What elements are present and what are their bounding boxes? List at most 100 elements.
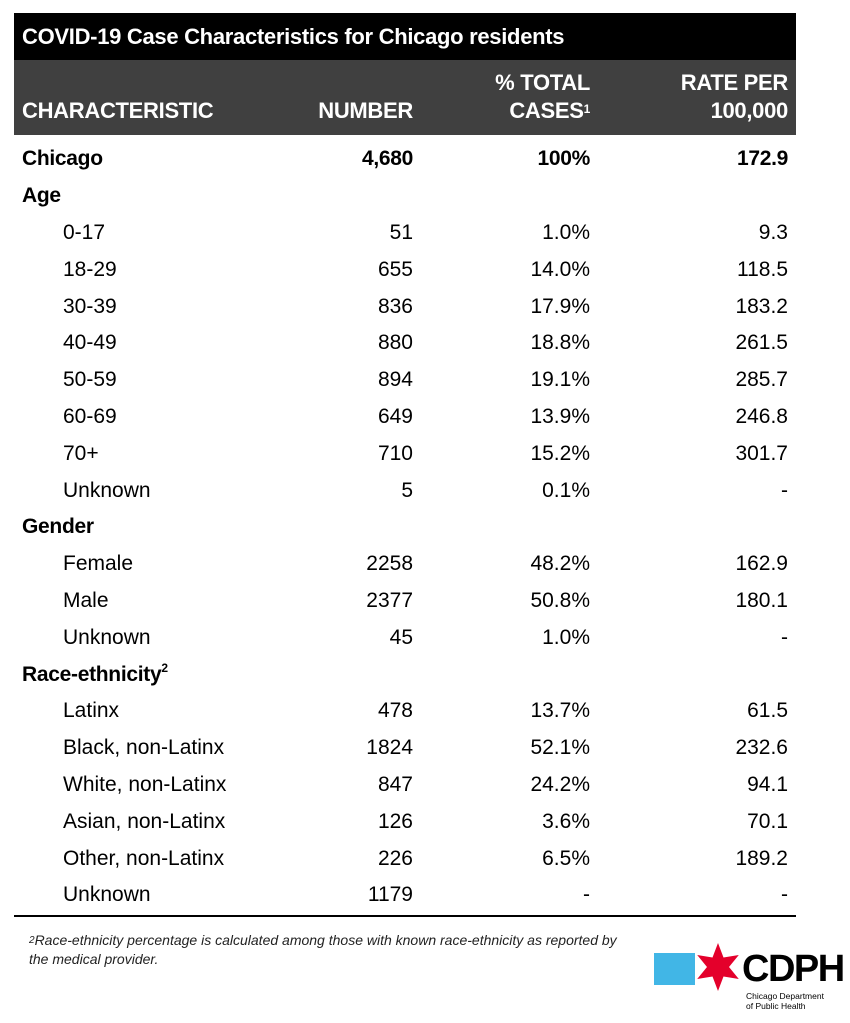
table-row: Black, non-Latinx 1824 52.1% 232.6 <box>14 730 796 767</box>
row-pct: 17.9% <box>530 294 590 318</box>
row-rate: 94.1 <box>747 772 788 796</box>
section-label: Race-ethnicity2 <box>22 660 168 687</box>
row-number: 126 <box>377 809 413 833</box>
logo-subtitle: Chicago Department of Public Health <box>746 991 846 1011</box>
row-label: Unknown <box>63 478 151 502</box>
row-rate: 70.1 <box>747 809 788 833</box>
row-pct: 1.0% <box>542 625 590 649</box>
row-pct: 24.2% <box>530 772 590 796</box>
row-rate: 172.9 <box>736 147 788 171</box>
row-rate: - <box>781 625 788 649</box>
header-number: NUMBER <box>318 98 413 123</box>
row-rate: 61.5 <box>747 699 788 723</box>
row-rate: 9.3 <box>758 220 788 244</box>
row-label: Asian, non-Latinx <box>63 809 226 833</box>
table-bottom-rule <box>14 915 796 917</box>
row-pct: 6.5% <box>542 846 590 870</box>
header-rate-line1: RATE PER <box>680 70 789 95</box>
row-label: 30-39 <box>63 294 117 318</box>
table-row-total: Chicago 4,680 100% 172.9 <box>14 141 796 178</box>
table-row: Asian, non-Latinx 126 3.6% 70.1 <box>14 803 796 840</box>
section-label: Age <box>22 184 61 208</box>
row-pct: 14.0% <box>530 257 590 281</box>
section-heading-age: Age <box>14 178 796 215</box>
race-footnote-mark: 2 <box>161 660 168 675</box>
table-row: Other, non-Latinx 226 6.5% 189.2 <box>14 840 796 877</box>
row-label: Unknown <box>63 883 151 907</box>
row-label: White, non-Latinx <box>63 772 227 796</box>
row-number: 2377 <box>366 588 413 612</box>
row-label: 50-59 <box>63 368 117 392</box>
row-label: Chicago <box>22 147 103 171</box>
table-row: 60-69 649 13.9% 246.8 <box>14 399 796 436</box>
header-rate-line2: 100,000 <box>710 98 789 123</box>
case-characteristics-table: COVID-19 Case Characteristics for Chicag… <box>14 13 796 914</box>
table-row: Female 2258 48.2% 162.9 <box>14 546 796 583</box>
row-rate: - <box>781 478 788 502</box>
table-row: 50-59 894 19.1% 285.7 <box>14 362 796 399</box>
row-number: 894 <box>377 368 413 392</box>
row-number: 1179 <box>367 883 413 907</box>
row-number: 649 <box>377 404 413 428</box>
table-row: 40-49 880 18.8% 261.5 <box>14 325 796 362</box>
row-number: 880 <box>377 331 413 355</box>
footnote-mark: 2 <box>29 935 35 946</box>
row-number: 847 <box>377 772 413 796</box>
row-pct: 52.1% <box>530 736 590 760</box>
logo-subtitle-line2: of Public Health <box>746 1001 806 1011</box>
row-rate: 162.9 <box>735 552 788 576</box>
row-number: 2258 <box>366 552 413 576</box>
logo-blue-block <box>654 953 695 985</box>
row-pct: 48.2% <box>530 552 590 576</box>
row-pct: 15.2% <box>530 441 590 465</box>
table-row: White, non-Latinx 847 24.2% 94.1 <box>14 767 796 804</box>
row-pct: 3.6% <box>542 809 590 833</box>
header-pct-line2: CASES <box>509 98 584 123</box>
row-number: 1824 <box>366 736 413 760</box>
section-heading-gender: Gender <box>14 509 796 546</box>
footnote: 2Race-ethnicity percentage is calculated… <box>29 931 629 969</box>
row-label: Other, non-Latinx <box>63 846 225 870</box>
row-number: 226 <box>377 846 413 870</box>
row-pct: 1.0% <box>542 220 590 244</box>
footnote-text: Race-ethnicity percentage is calculated … <box>29 932 617 967</box>
row-label: Female <box>63 552 134 576</box>
row-rate: 232.6 <box>735 736 788 760</box>
row-rate: 183.2 <box>735 294 788 318</box>
header-pct-line1: % TOTAL <box>495 70 590 95</box>
table-row: Unknown 45 1.0% - <box>14 619 796 656</box>
table-header: CHARACTERISTIC NUMBER % TOTAL CASES1 RAT… <box>14 60 796 135</box>
row-rate: 301.7 <box>735 441 788 465</box>
red-star-icon <box>697 943 739 991</box>
row-pct: 13.7% <box>530 699 590 723</box>
row-rate: - <box>781 883 788 907</box>
row-pct: 18.8% <box>530 331 590 355</box>
table-row: 18-29 655 14.0% 118.5 <box>14 251 796 288</box>
table-row: 0-17 51 1.0% 9.3 <box>14 215 796 252</box>
row-number: 45 <box>389 625 413 649</box>
row-number: 655 <box>377 257 413 281</box>
table-title: COVID-19 Case Characteristics for Chicag… <box>14 13 796 60</box>
row-rate: 180.1 <box>735 588 788 612</box>
table-row: Male 2377 50.8% 180.1 <box>14 583 796 620</box>
row-rate: 285.7 <box>735 368 788 392</box>
row-label: 70+ <box>63 441 99 465</box>
row-rate: 261.5 <box>735 331 788 355</box>
section-heading-race-ethnicity: Race-ethnicity2 <box>14 656 796 693</box>
row-number: 478 <box>377 699 413 723</box>
header-pct-total-cases: % TOTAL CASES1 <box>495 69 590 125</box>
row-label: 18-29 <box>63 257 117 281</box>
row-label: Male <box>63 588 109 612</box>
logo-wordmark: CDPH <box>742 948 845 990</box>
row-pct: 0.1% <box>542 478 590 502</box>
row-rate: 118.5 <box>737 257 788 281</box>
header-characteristic: CHARACTERISTIC <box>22 98 214 123</box>
section-label-text: Race-ethnicity <box>22 662 162 686</box>
row-label: Black, non-Latinx <box>63 736 225 760</box>
row-rate: 189.2 <box>735 846 788 870</box>
row-number: 5 <box>401 478 413 502</box>
header-rate-per-100000: RATE PER 100,000 <box>680 69 789 125</box>
row-label: Unknown <box>63 625 151 649</box>
table-row: Unknown 1179 - - <box>14 877 796 914</box>
row-number: 836 <box>377 294 413 318</box>
